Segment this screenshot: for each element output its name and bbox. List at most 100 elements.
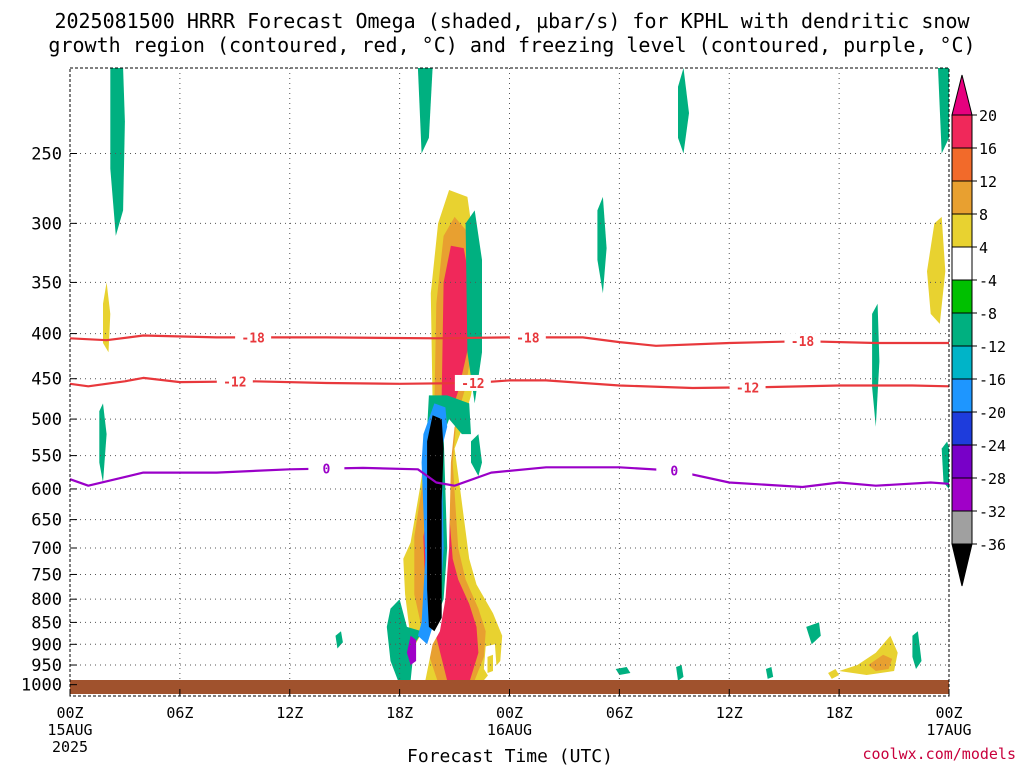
y-tick-label: 800 [31, 590, 62, 610]
y-tick-label: 700 [31, 539, 62, 559]
x-tick-label: 12Z [716, 704, 743, 722]
omega-region [487, 654, 493, 673]
y-tick-label: 400 [31, 325, 62, 345]
x-tick-sublabel: 15AUG [47, 721, 92, 739]
colorbar-swatch [951, 477, 973, 512]
chart-title-line-1: 2025081500 HRRR Forecast Omega (shaded, … [54, 9, 970, 33]
colorbar-label: 8 [979, 206, 988, 224]
omega-region [765, 667, 774, 679]
x-tick-label: 00Z [935, 704, 962, 722]
x-tick-sublabel: 17AUG [926, 721, 971, 739]
omega-region [99, 403, 107, 483]
omega-region [659, 667, 667, 681]
colorbar-label: 12 [979, 173, 997, 191]
colorbar-swatch [951, 180, 973, 215]
omega-region [417, 68, 433, 154]
colorbar-swatch [951, 114, 973, 149]
colorbar-label: 20 [979, 107, 997, 125]
x-tick-label: 18Z [826, 704, 853, 722]
omega-region [135, 650, 149, 675]
omega-region [335, 631, 343, 649]
y-tick-label: 750 [31, 565, 62, 585]
colorbar-swatch [951, 213, 973, 248]
colorbar-swatch [951, 279, 973, 314]
contour-label-bg [729, 379, 766, 396]
omega-region [406, 635, 417, 665]
colorbar-label: 16 [979, 140, 997, 158]
contour-label-bg [216, 373, 253, 390]
omega-shaded-regions [81, 68, 949, 687]
colorbar-label: -32 [979, 503, 1006, 521]
x-tick-sublabel: 2025 [52, 738, 88, 756]
contour-line--12 [70, 376, 949, 390]
x-tick-label: 06Z [606, 704, 633, 722]
y-tick-label: 650 [31, 511, 62, 531]
omega-region [912, 631, 922, 669]
colorbar-swatch [951, 246, 973, 281]
omega-region [628, 617, 678, 647]
omega-region [938, 68, 949, 154]
colorbar-swatch [951, 411, 973, 446]
contour-label: -12 [223, 375, 246, 390]
colorbar-swatch [951, 510, 973, 545]
contour-lines: -18 -18 -18 -12 -12 -12 0 0 [70, 329, 949, 489]
contour-label-bg [235, 329, 272, 346]
contour-label-bg [784, 333, 821, 350]
colorbar: 20 16 12 8 4 -4 -8 -12 -16 -20 -24 -28 -32 -36 [951, 74, 1006, 587]
omega-region [286, 635, 296, 669]
omega-region [542, 650, 550, 663]
x-tick-label: 18Z [386, 704, 413, 722]
y-tick-label: 350 [31, 273, 62, 293]
colorbar-label: -4 [979, 272, 997, 290]
omega-region [615, 667, 631, 675]
colorbar-label: -8 [979, 305, 997, 323]
colorbar-bottom-arrow [951, 543, 973, 587]
x-tick-sublabel: 16AUG [487, 721, 532, 739]
y-tick-label: 450 [31, 370, 62, 390]
contour-label-bg [509, 329, 546, 346]
y-tick-label: 950 [31, 656, 62, 676]
y-tick-label: 600 [31, 480, 62, 500]
contour-line-0 [70, 466, 949, 489]
omega-region [806, 622, 821, 645]
colorbar-label: -36 [979, 536, 1006, 554]
y-tick-label: 500 [31, 410, 62, 430]
omega-region [676, 665, 684, 681]
colorbar-label: -16 [979, 371, 1006, 389]
credit-link[interactable]: coolwx.com/models [862, 745, 1016, 763]
y-tick-label: 550 [31, 447, 62, 467]
contour-label-bg [454, 374, 491, 391]
omega-region [641, 196, 653, 314]
colorbar-top-arrow [951, 74, 973, 116]
contour-label: -18 [516, 331, 540, 346]
contour-label: 0 [322, 463, 330, 478]
omega-region [872, 303, 880, 427]
contour-label: 0 [670, 465, 678, 480]
omega-region [868, 654, 893, 671]
contour-label-bg [656, 462, 693, 479]
contour-label: -18 [791, 335, 815, 350]
y-tick-label: 250 [31, 144, 62, 164]
y-tick-label: 850 [31, 613, 62, 633]
omega-region [110, 68, 125, 236]
contour-label-bg [308, 460, 345, 477]
omega-region [927, 216, 946, 324]
colorbar-label: -24 [979, 437, 1006, 455]
omega-region [538, 271, 547, 324]
colorbar-swatch [951, 444, 973, 479]
omega-region [597, 196, 607, 294]
omega-region [916, 513, 949, 600]
x-tick-label: 00Z [56, 704, 83, 722]
omega-region [190, 168, 200, 379]
omega-region [471, 434, 482, 476]
colorbar-label: -20 [979, 404, 1006, 422]
colorbar-swatch [951, 147, 973, 182]
colorbar-swatch [951, 312, 973, 347]
omega-region [678, 68, 689, 154]
colorbar-label: -12 [979, 338, 1006, 356]
omega-region [465, 210, 482, 404]
colorbar-label: -28 [979, 470, 1006, 488]
y-axis-ticks: 2503003504004505005506006507007508008509… [21, 144, 77, 696]
